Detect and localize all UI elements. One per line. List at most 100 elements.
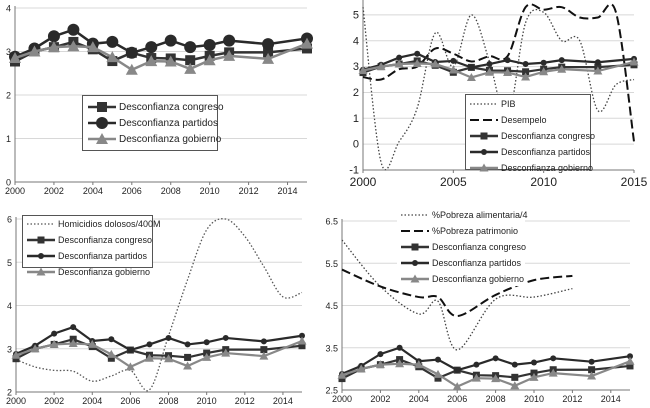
series-pib [362, 7, 635, 171]
legend-item: PIB [469, 96, 587, 112]
dot-marker [396, 344, 403, 351]
triangle-marker [164, 354, 174, 363]
series--pobreza-alimentaria-4 [341, 239, 573, 351]
legend-swatch [401, 230, 429, 232]
y-tick-label: 2 [6, 91, 11, 101]
series-desempelo [362, 3, 635, 142]
triangle-marker [96, 133, 108, 144]
square-marker [185, 55, 196, 66]
legend-label: Homicidios dolosos/400M [58, 219, 161, 229]
series-line [362, 3, 635, 142]
legend-item: Desempelo [469, 112, 587, 128]
dot-marker [558, 57, 565, 64]
legend-item: Desconfianza gobierno [26, 264, 150, 280]
series-line [362, 52, 635, 71]
triangle-marker [9, 52, 21, 64]
triangle-marker [30, 344, 40, 353]
triangle-marker [183, 361, 193, 370]
square-marker [626, 362, 634, 370]
circle-marker [67, 23, 80, 36]
legend-item: Desconfianza congreso [400, 239, 526, 255]
series-line [15, 325, 303, 355]
x-tick-label: 2002 [44, 186, 64, 196]
triangle-marker [164, 55, 177, 67]
legend-swatch [27, 253, 55, 259]
y-tick-label: 5 [7, 258, 12, 268]
circle-marker [262, 38, 275, 51]
legend-item: Desconfianza gobierno [400, 271, 525, 287]
triangle-marker [221, 348, 231, 357]
legend-swatch [401, 214, 429, 216]
square-marker [434, 374, 442, 382]
dot-marker [414, 50, 421, 57]
triangle-marker [36, 267, 46, 276]
square-marker [298, 342, 306, 350]
square-marker [107, 354, 115, 362]
chart-1: 0 1 2 3 4 2000 2002 2004 2006 2008 2010 2012 2014 [5, 4, 313, 196]
triangle-marker [202, 352, 212, 361]
square-marker [263, 47, 274, 58]
series-line [15, 218, 303, 392]
triangle-marker [125, 362, 135, 371]
series-desconfianza-gobierno [358, 57, 639, 81]
dot-marker [473, 361, 480, 368]
triangle-marker [203, 54, 216, 66]
legend-swatch [470, 103, 498, 105]
series-line [341, 346, 631, 375]
dot-marker [435, 356, 441, 363]
dot-marker [454, 367, 461, 374]
legend-item: Desconfianza partidos [400, 255, 522, 271]
triangle-marker [548, 368, 558, 377]
dot-marker [203, 339, 210, 346]
x-tick-label: 2006 [447, 394, 467, 404]
legend-label: Desconfianza partidos [58, 251, 148, 261]
dot-marker [511, 361, 518, 368]
triangle-marker [395, 359, 405, 368]
triangle-marker [625, 356, 635, 365]
triangle-marker [414, 360, 424, 369]
legend-chart-2: PIB Desempelo Desconfianza congreso Desconf… [465, 94, 595, 173]
triangle-marker [394, 59, 404, 68]
triangle-marker [452, 382, 462, 391]
legend-label: Desconfianza partidos [432, 258, 522, 268]
dot-marker [146, 341, 153, 348]
y-tick-label: 4.5 [325, 301, 338, 311]
series-homicidios-dolosos-400m [15, 218, 303, 392]
triangle-marker [259, 351, 269, 360]
triangle-marker [125, 63, 138, 75]
dot-marker [486, 61, 493, 68]
circle-marker [47, 30, 60, 43]
dot-marker [468, 64, 475, 71]
y-tick-label: 0 [6, 178, 11, 188]
legend-label: PIB [501, 99, 516, 109]
legend-swatch [401, 243, 429, 251]
legend-swatch [88, 117, 116, 129]
legend-label: Desconfianza congreso [501, 131, 596, 141]
legend-swatch [27, 223, 55, 225]
triangle-marker [49, 339, 59, 348]
legend-chart-1: Desconfianza congreso Desconfianza partid… [82, 95, 224, 151]
dot-marker [504, 57, 511, 64]
x-tick-label: 2008 [159, 396, 179, 406]
triangle-marker [301, 37, 313, 49]
dot-marker [222, 334, 229, 341]
triangle-marker [557, 64, 567, 73]
x-tick-label: 2000 [332, 394, 352, 404]
x-tick-label: 2010 [200, 186, 220, 196]
legend-label: Desempelo [501, 115, 547, 125]
series-line [341, 239, 573, 351]
triangle-marker [86, 41, 99, 53]
y-tick-label: 3.5 [325, 343, 338, 353]
triangle-marker [68, 339, 78, 348]
dot-marker [396, 54, 403, 61]
triangle-marker [466, 72, 476, 81]
dot-marker [531, 359, 537, 366]
legend-label: %Pobreza patrimonio [432, 226, 519, 236]
series-line [15, 339, 303, 369]
legend-label: Desconfianza gobierno [432, 274, 525, 284]
triangle-marker [262, 52, 275, 64]
triangle-marker [47, 41, 60, 53]
x-tick-label: 2000 [5, 186, 25, 196]
x-tick-label: 2012 [239, 186, 259, 196]
